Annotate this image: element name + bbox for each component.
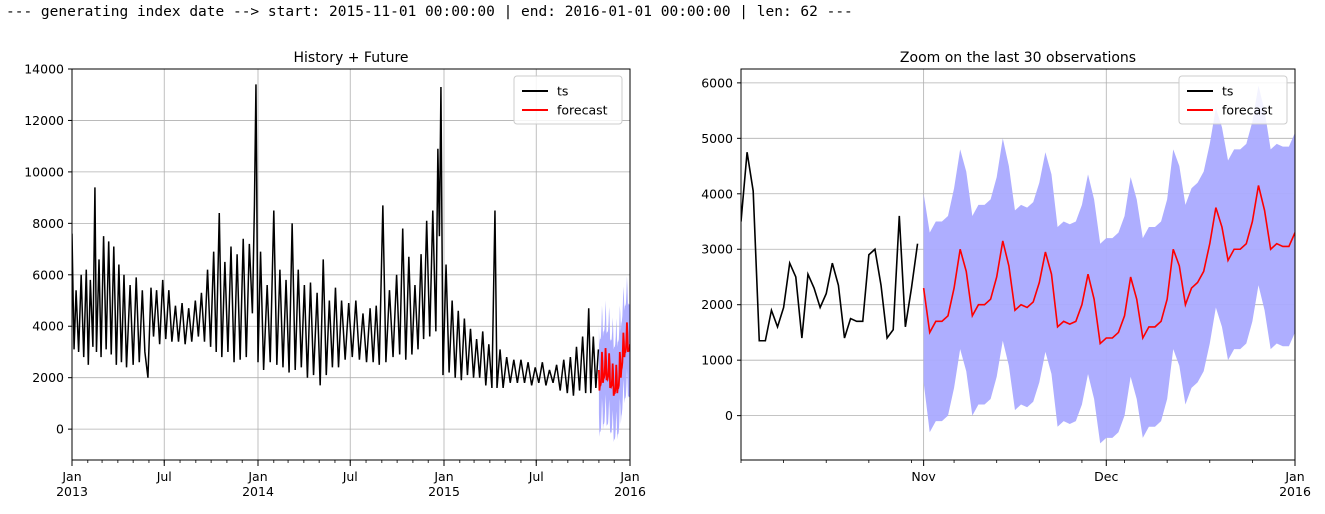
y-tick-label: 2000 bbox=[32, 370, 64, 385]
x-tick-label: Jan bbox=[433, 469, 453, 484]
y-tick-label: 3000 bbox=[701, 242, 733, 257]
panel-title: History + Future bbox=[293, 50, 408, 66]
plot-area bbox=[72, 84, 630, 442]
legend-label-ts: ts bbox=[1222, 84, 1233, 99]
axes-frame bbox=[740, 68, 1296, 461]
panel-title: Zoom on the last 30 observations bbox=[900, 50, 1136, 66]
x-tick-year-label: 2013 bbox=[56, 484, 88, 499]
x-tick-year-label: 2016 bbox=[1279, 484, 1311, 499]
y-tick-label: 4000 bbox=[32, 319, 64, 334]
y-tick-label: 5000 bbox=[701, 131, 733, 146]
x-tick-label: Jul bbox=[342, 469, 358, 484]
series-ts-line bbox=[741, 152, 919, 342]
y-tick-label: 12000 bbox=[24, 113, 64, 128]
x-tick-label: Jan bbox=[619, 469, 639, 484]
x-tick-label: Jul bbox=[156, 469, 172, 484]
y-tick-label: 14000 bbox=[24, 62, 64, 77]
y-tick-label: 10000 bbox=[24, 164, 64, 179]
x-tick-label: Jan bbox=[61, 469, 81, 484]
forecast-confidence-band bbox=[923, 85, 1295, 444]
legend-label-forecast: forecast bbox=[557, 103, 608, 118]
legend-box bbox=[513, 75, 623, 125]
axes-frame bbox=[71, 68, 631, 461]
y-tick-label: 4000 bbox=[701, 186, 733, 201]
y-tick-label: 6000 bbox=[32, 267, 64, 282]
x-tick-label: Jul bbox=[528, 469, 544, 484]
x-tick-label: Jan bbox=[247, 469, 267, 484]
y-tick-label: 2000 bbox=[701, 297, 733, 312]
x-tick-year-label: 2016 bbox=[614, 484, 646, 499]
legend-box bbox=[1178, 75, 1288, 125]
x-tick-label: Nov bbox=[911, 469, 936, 484]
series-forecast-line bbox=[598, 322, 630, 396]
panel-history-future: 02000400060008000100001200014000Jan2013J… bbox=[24, 50, 646, 499]
legend-label-forecast: forecast bbox=[1222, 103, 1273, 118]
series-forecast-line bbox=[922, 185, 1295, 346]
y-tick-label: 0 bbox=[56, 422, 64, 437]
log-output-line: --- generating index date --> start: 201… bbox=[6, 4, 853, 20]
y-tick-label: 1000 bbox=[701, 353, 733, 368]
x-tick-label: Jan bbox=[1284, 469, 1304, 484]
legend-label-ts: ts bbox=[557, 84, 568, 99]
x-tick-label: Dec bbox=[1094, 469, 1118, 484]
x-tick-year-label: 2014 bbox=[242, 484, 274, 499]
forecast-confidence-band bbox=[598, 276, 630, 442]
series-ts-line bbox=[72, 84, 600, 396]
x-tick-year-label: 2015 bbox=[428, 484, 460, 499]
y-tick-label: 6000 bbox=[701, 75, 733, 90]
plot-area bbox=[741, 85, 1295, 444]
y-tick-label: 0 bbox=[725, 408, 733, 423]
y-tick-label: 8000 bbox=[32, 216, 64, 231]
